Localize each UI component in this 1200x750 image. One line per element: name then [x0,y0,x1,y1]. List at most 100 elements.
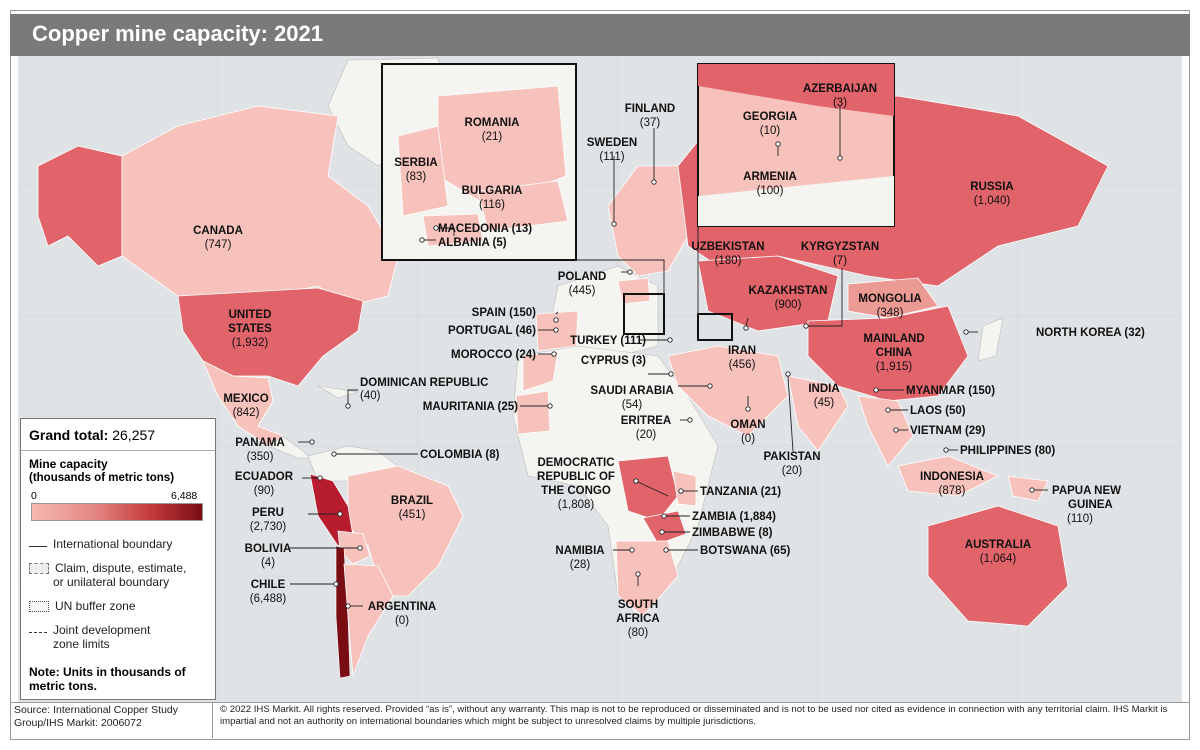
scale-min: 0 [31,490,37,502]
label-indonesia: INDONESIA [920,471,984,483]
china-shape [807,305,969,402]
value-south-africa: (80) [628,627,649,639]
label-australia: AUSTRALIA [965,539,1031,551]
footer-divider [10,702,1190,703]
label-morocco: MOROCCO (24) [451,349,536,361]
label-zambia: ZAMBIA (1,884) [692,511,776,523]
indonesia-shape [897,455,999,497]
leader-lines [290,106,1048,609]
argentina-shape [343,563,394,677]
value-uzbekistan: (180) [715,255,742,267]
mexico-shape [202,360,284,447]
label-turkey: TURKEY (111) [570,335,646,347]
middle-east [667,345,789,437]
value-georgia: (10) [760,125,781,137]
country-labels: CANADA (747) UNITED STATES (1,932) MEXIC… [193,83,1145,639]
value-china: (1,915) [876,361,913,373]
label-chile: CHILE [251,579,286,591]
label-myanmar: MYANMAR (150) [906,385,995,397]
label-us-1: UNITED [229,309,272,321]
png-shape [1007,475,1049,502]
label-romania: ROMANIA [465,117,520,129]
value-brazil: (451) [399,509,426,521]
legend-title: Mine capacity [29,457,108,471]
label-azerbaijan: AZERBAIJAN [803,83,877,95]
label-albania: ALBANIA (5) [438,237,507,249]
value-saudi: (54) [622,399,643,411]
label-china-2: CHINA [876,347,912,359]
value-ecuador: (90) [254,485,275,497]
value-pakistan: (20) [782,465,803,477]
label-finland: FINLAND [625,103,675,115]
title-bar: Copper mine capacity: 2021 [10,14,1190,56]
value-india: (45) [814,397,835,409]
value-peru: (2,730) [250,521,287,533]
mongolia-shape [847,277,939,319]
balkans-locator [623,293,665,335]
value-canada: (747) [205,239,232,251]
mauritania-shape [515,390,551,435]
page-title: Copper mine capacity: 2021 [32,21,324,46]
india-shape [787,375,849,452]
label-philippines: PHILIPPINES (80) [960,445,1055,457]
usa-shape [177,287,364,387]
central-america [267,435,311,459]
value-kazakhstan: (900) [775,299,802,311]
label-png-1: PAPUA NEW [1052,485,1121,497]
value-iran: (456) [729,359,756,371]
label-russia: RUSSIA [970,181,1013,193]
label-saudi: SAUDI ARABIA [590,385,673,397]
label-vietnam: VIETNAM (29) [910,425,986,437]
scandinavia [607,165,689,277]
japan-shape [977,317,1004,362]
value-chile: (6,488) [250,593,287,605]
label-georgia: GEORGIA [743,111,797,123]
label-zimbabwe: ZIMBABWE (8) [692,527,773,539]
source-note: Source: International Copper Study Group… [14,704,179,729]
label-south-africa-1: SOUTH [618,599,658,611]
label-argentina: ARGENTINA [368,601,436,613]
label-peru: PERU [252,507,284,519]
legend-row-joint-2: zone limits [53,637,110,651]
label-ecuador: ECUADOR [235,471,294,483]
value-australia: (1,064) [980,553,1017,565]
label-mongolia: MONGOLIA [858,293,921,305]
value-armenia: (100) [757,185,784,197]
label-us-2: STATES [228,323,272,335]
label-bulgaria: BULGARIA [462,185,523,197]
legend-row-intl: International boundary [29,537,172,551]
value-namibia: (28) [570,559,591,571]
value-russia: (1,040) [974,195,1011,207]
legend: Grand total: 26,257 Mine capacity (thous… [20,418,216,700]
value-kyrgyzstan: (7) [833,255,847,267]
label-colombia: COLOMBIA (8) [420,449,500,461]
legend-subtitle: (thousands of metric tons) [29,472,175,484]
value-indonesia: (878) [939,485,966,497]
label-south-africa-2: AFRICA [616,613,659,625]
label-portugal: PORTUGAL (46) [448,325,536,337]
label-kazakhstan: KAZAKHSTAN [748,285,827,297]
label-canada: CANADA [193,225,243,237]
label-oman: OMAN [730,419,765,431]
value-eritrea: (20) [636,429,657,441]
label-iran: IRAN [728,345,756,357]
value-us: (1,932) [232,337,269,349]
label-macedonia: MACEDONIA (13) [438,223,532,235]
legend-row-claim: Claim, dispute, estimate, [29,561,186,575]
value-mongolia: (348) [877,307,904,319]
balkans-inset [381,63,577,261]
label-uzbekistan: UZBEKISTAN [691,241,764,253]
label-pakistan: PAKISTAN [763,451,820,463]
scale-max: 6,488 [171,490,198,502]
value-sweden: (111) [599,151,624,163]
grand-total: Grand total: 26,257 [29,427,156,443]
caucasus-inset [697,63,895,227]
value-argentina: (0) [395,615,409,627]
value-romania: (21) [482,131,503,143]
value-panama: (350) [247,451,274,463]
label-india: INDIA [808,383,839,395]
label-armenia: ARMENIA [743,171,797,183]
value-bolivia: (4) [261,557,275,569]
label-cyprus: CYPRUS (3) [581,355,646,367]
value-poland: (445) [569,285,596,297]
